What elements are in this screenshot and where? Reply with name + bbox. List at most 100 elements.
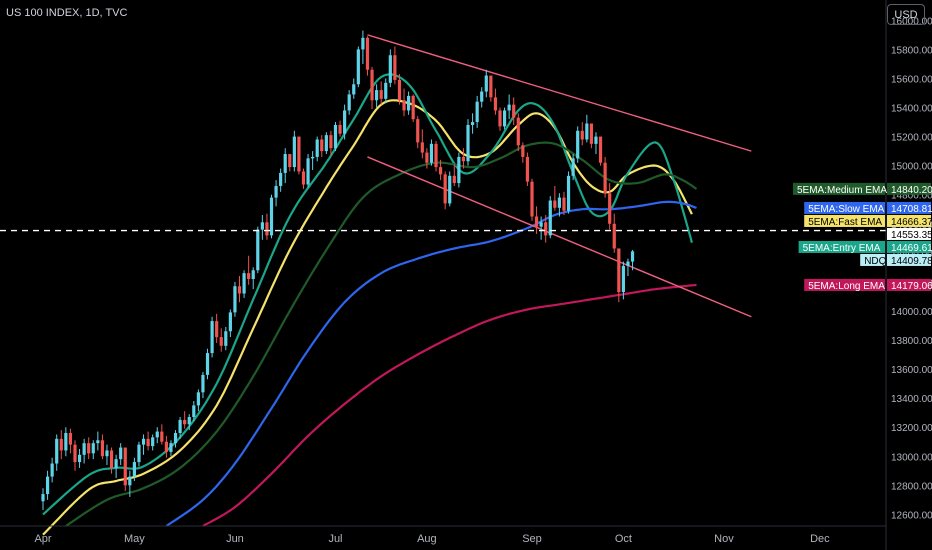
price-label-bg bbox=[887, 227, 931, 240]
candle-body bbox=[585, 123, 589, 140]
candle-body bbox=[434, 143, 438, 168]
candle bbox=[420, 129, 424, 159]
price-label-bg bbox=[887, 240, 931, 253]
candle bbox=[315, 136, 319, 162]
y-tick-label: 13200.00 bbox=[891, 423, 932, 434]
price-axis[interactable]: 12600.00 12800.00 13000.00 13200.00 13400.00… bbox=[891, 16, 932, 521]
y-tick-label: 13800.00 bbox=[891, 336, 932, 347]
candle bbox=[260, 215, 264, 240]
candle bbox=[160, 424, 164, 445]
x-tick-label: Nov bbox=[714, 533, 734, 545]
candle-body bbox=[589, 123, 593, 144]
candle bbox=[251, 267, 255, 290]
candle bbox=[407, 91, 411, 115]
candle-body bbox=[68, 433, 73, 445]
price-label: 14553.35 bbox=[887, 227, 932, 241]
candle bbox=[329, 130, 333, 156]
candle-body bbox=[411, 95, 415, 120]
candle bbox=[530, 178, 534, 221]
candle bbox=[219, 328, 223, 352]
series-name-bg bbox=[860, 253, 885, 266]
candle bbox=[375, 84, 379, 108]
candle bbox=[452, 164, 456, 186]
currency-button[interactable]: USD bbox=[887, 4, 925, 25]
candle-body bbox=[105, 450, 109, 457]
y-tick-label: 15600.00 bbox=[891, 74, 932, 85]
candle-body bbox=[192, 405, 196, 418]
series-name-bg bbox=[804, 278, 885, 291]
candle-body bbox=[438, 167, 443, 175]
candle bbox=[571, 154, 575, 181]
candle bbox=[132, 457, 136, 481]
price-label-value: 14179.06 bbox=[891, 281, 932, 292]
time-axis[interactable]: Apr May Jun Jul Aug Sep Oct Nov Dec bbox=[34, 533, 830, 545]
candle-body bbox=[580, 130, 584, 140]
price-label-value: 14840.20 bbox=[891, 185, 932, 196]
series-name-label: 5EMA:Medium EMA bbox=[797, 185, 887, 196]
candle bbox=[347, 90, 351, 115]
y-tick-label: 13600.00 bbox=[891, 365, 932, 376]
candle-body bbox=[219, 337, 223, 346]
candle-body bbox=[146, 438, 150, 447]
candle bbox=[553, 185, 557, 211]
candle-body bbox=[420, 142, 424, 153]
candle bbox=[64, 427, 68, 457]
candle bbox=[178, 417, 182, 439]
candle-body bbox=[352, 84, 356, 95]
candle bbox=[247, 255, 251, 285]
price-label-value: 14666.37 bbox=[891, 217, 932, 228]
candle-body bbox=[279, 172, 283, 186]
candle-body bbox=[402, 100, 406, 111]
candle bbox=[429, 139, 434, 166]
candle bbox=[585, 114, 589, 143]
candle bbox=[594, 132, 598, 155]
candle-body bbox=[96, 440, 100, 444]
candle-body bbox=[187, 417, 191, 425]
price-label-value: 14553.35 bbox=[891, 230, 932, 241]
candle bbox=[557, 193, 562, 217]
candle bbox=[525, 152, 530, 186]
candle-body bbox=[265, 222, 269, 236]
y-tick-label: 15400.00 bbox=[891, 104, 932, 115]
y-tick-label: 13400.00 bbox=[891, 394, 932, 405]
candle-body bbox=[269, 197, 274, 236]
candle-body bbox=[470, 122, 475, 125]
candle bbox=[137, 441, 141, 467]
candle bbox=[612, 213, 616, 253]
candle-body bbox=[498, 110, 502, 127]
candle bbox=[279, 168, 283, 192]
candle bbox=[539, 216, 543, 240]
candle-body bbox=[228, 312, 232, 332]
series-name-bg bbox=[804, 214, 885, 227]
candle-body bbox=[388, 55, 392, 83]
x-tick-label: Aug bbox=[417, 533, 437, 545]
candle bbox=[461, 148, 466, 169]
candle-body bbox=[41, 494, 45, 502]
candle-body bbox=[82, 443, 86, 455]
x-tick-label: Sep bbox=[522, 533, 542, 545]
candle bbox=[617, 248, 621, 303]
price-label-bg bbox=[887, 253, 931, 266]
candle-body bbox=[626, 261, 630, 266]
candle-body bbox=[393, 55, 397, 80]
candle bbox=[96, 431, 100, 451]
candle bbox=[50, 457, 54, 483]
candle-body bbox=[237, 286, 242, 294]
channel-trendline[interactable] bbox=[367, 156, 752, 318]
channel-trendline[interactable] bbox=[367, 34, 752, 152]
series-name-bg bbox=[793, 182, 885, 195]
candle bbox=[343, 104, 347, 140]
candle bbox=[283, 148, 287, 184]
candle-body bbox=[507, 104, 511, 111]
candle bbox=[562, 191, 566, 216]
candle-body bbox=[283, 154, 287, 173]
x-tick-label: Oct bbox=[615, 533, 632, 545]
series-name-label: 5EMA:Long EMA bbox=[808, 281, 885, 292]
candle bbox=[87, 437, 91, 460]
candle bbox=[123, 447, 127, 492]
x-tick-label: Jul bbox=[328, 533, 342, 545]
y-tick-label: 12600.00 bbox=[891, 510, 932, 521]
candle-body bbox=[256, 229, 260, 271]
candle-body bbox=[375, 90, 379, 101]
